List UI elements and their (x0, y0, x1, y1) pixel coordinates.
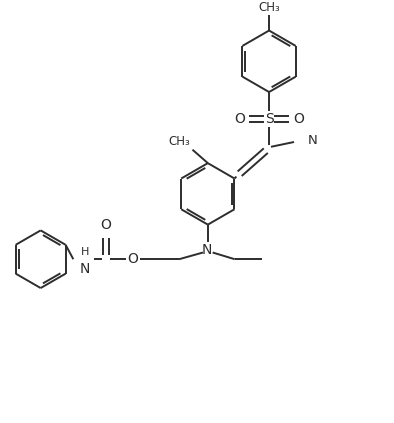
Text: O: O (234, 112, 245, 126)
Text: O: O (294, 112, 304, 126)
Text: O: O (128, 252, 138, 266)
Text: O: O (100, 218, 112, 232)
Text: CH₃: CH₃ (169, 135, 191, 148)
Text: N: N (202, 243, 212, 257)
Text: N: N (307, 134, 317, 147)
Text: S: S (265, 112, 273, 126)
Text: CH₃: CH₃ (258, 1, 280, 14)
Text: H: H (81, 247, 89, 257)
Text: N: N (80, 262, 90, 276)
